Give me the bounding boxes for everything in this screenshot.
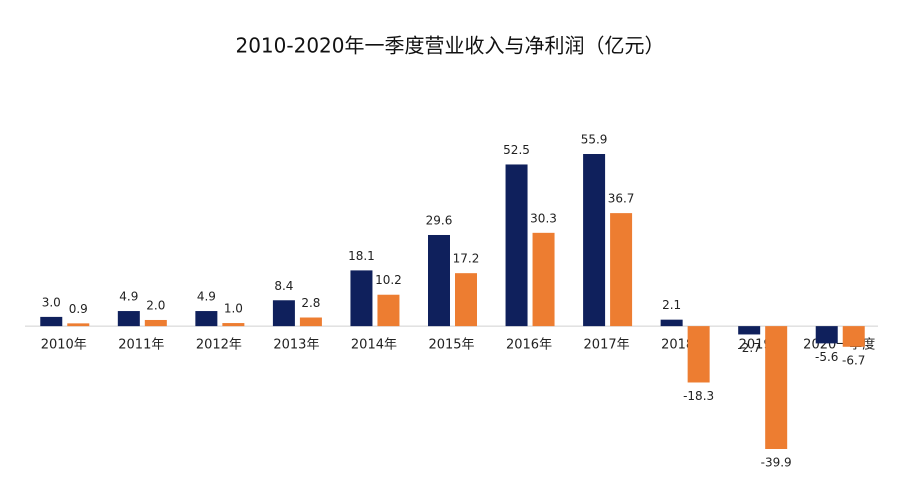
bar — [738, 326, 761, 335]
data-label: 2.1 — [662, 298, 681, 312]
bar — [299, 317, 322, 327]
data-label: 3.0 — [42, 295, 61, 309]
bar — [455, 273, 477, 327]
data-label: 10.2 — [375, 273, 402, 287]
data-label: -5.6 — [815, 350, 838, 364]
data-label: 36.7 — [608, 192, 635, 206]
x-tick-label: 2012年 — [196, 338, 242, 353]
bar — [842, 326, 865, 347]
data-label: -6.7 — [842, 353, 865, 367]
bar — [532, 232, 555, 327]
bar — [765, 326, 788, 449]
bar — [272, 300, 295, 327]
bar — [195, 311, 218, 327]
chart-title: 2010-2020年一季度营业收入与净利润（亿元） — [235, 34, 664, 58]
x-tick-label: 2017年 — [584, 338, 630, 353]
x-tick-label: 2011年 — [118, 338, 164, 353]
data-label: 55.9 — [581, 133, 608, 147]
bar — [687, 326, 710, 383]
bar — [505, 164, 528, 327]
x-tick-label: 2014年 — [351, 338, 397, 353]
data-label: 0.9 — [69, 302, 88, 316]
data-label: -2.7 — [737, 341, 760, 355]
bar — [67, 323, 90, 327]
bar — [117, 311, 140, 327]
bar — [377, 294, 400, 327]
data-label: 1.0 — [224, 302, 243, 316]
data-label: 2.8 — [301, 296, 320, 310]
bar — [350, 270, 373, 327]
x-tick-label: 2015年 — [428, 338, 474, 353]
bar — [660, 319, 683, 327]
data-label: 52.5 — [503, 143, 530, 157]
bar — [610, 213, 633, 327]
data-label: -39.9 — [761, 456, 792, 470]
x-tick-label: 2010年 — [41, 338, 87, 353]
data-label: 29.6 — [426, 213, 453, 227]
x-tick-label: 2016年 — [506, 338, 552, 353]
bar — [144, 319, 167, 327]
bar — [222, 323, 245, 327]
data-label: -18.3 — [683, 389, 714, 403]
data-label: 2.0 — [146, 298, 165, 312]
data-label: 4.9 — [119, 290, 138, 304]
data-label: 8.4 — [274, 279, 293, 293]
bar — [40, 316, 63, 327]
x-tick-label: 2013年 — [273, 338, 319, 353]
data-label: 4.9 — [197, 290, 216, 304]
bar — [815, 326, 838, 344]
bar — [583, 154, 606, 327]
data-label: 18.1 — [348, 249, 375, 263]
bar — [428, 234, 450, 327]
data-label: 30.3 — [530, 211, 557, 225]
data-label: 17.2 — [453, 252, 480, 266]
